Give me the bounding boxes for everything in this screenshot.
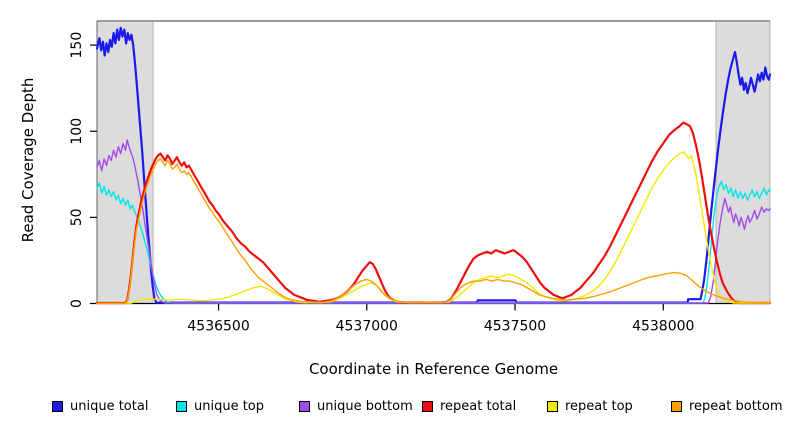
- series-lines: [95, 26, 772, 305]
- plot-area: 4536500 4537000 4537500 4538000 0 50 100 150: [69, 20, 772, 335]
- legend-label: unique bottom: [317, 399, 413, 414]
- legend-item-unique-top: unique top: [176, 399, 264, 414]
- legend-item-unique-total: unique total: [52, 399, 148, 414]
- x-tick-label: 4537000: [336, 319, 398, 335]
- series-unique-bottom: [96, 139, 771, 304]
- legend-label: repeat bottom: [689, 399, 783, 414]
- legend-swatch-unique-top: [176, 401, 187, 412]
- legend-item-repeat-top: repeat top: [547, 399, 633, 414]
- x-tick-label: 4538000: [632, 319, 694, 335]
- legend-label: unique total: [70, 399, 149, 414]
- legend-item-repeat-total: repeat total: [422, 399, 516, 414]
- legend-swatch-repeat-bottom: [671, 401, 682, 412]
- legend-label: unique top: [194, 399, 265, 414]
- legend-swatch-unique-total: [52, 401, 63, 412]
- legend-item-repeat-bottom: repeat bottom: [671, 399, 783, 414]
- series-repeat-bottom: [96, 158, 771, 304]
- y-tick-label: 0: [69, 299, 85, 308]
- shaded-band: [715, 20, 771, 304]
- y-tick-label: 50: [69, 208, 85, 226]
- y-tick-label: 100: [69, 118, 85, 145]
- legend-swatch-unique-bottom: [299, 401, 310, 412]
- legend-item-unique-bottom: unique bottom: [299, 399, 413, 414]
- axes: 4536500 4537000 4537500 4538000 0 50 100 150: [69, 21, 770, 335]
- legend-label: repeat top: [565, 399, 633, 414]
- legend-swatch-repeat-total: [422, 401, 433, 412]
- series-unique-total: [95, 26, 772, 304]
- y-tick-label: 150: [69, 32, 85, 59]
- legend-label: repeat total: [440, 399, 517, 414]
- series-repeat-top: [96, 151, 771, 304]
- x-tick-label: 4537500: [484, 319, 546, 335]
- x-tick-label: 4536500: [187, 319, 249, 335]
- legend: unique total unique top unique bottom repea…: [0, 399, 792, 419]
- x-axis-label: Coordinate in Reference Genome: [308, 360, 559, 378]
- legend-swatch-repeat-top: [547, 401, 558, 412]
- series-unique-top: [96, 180, 771, 304]
- series-repeat-total: [95, 121, 772, 305]
